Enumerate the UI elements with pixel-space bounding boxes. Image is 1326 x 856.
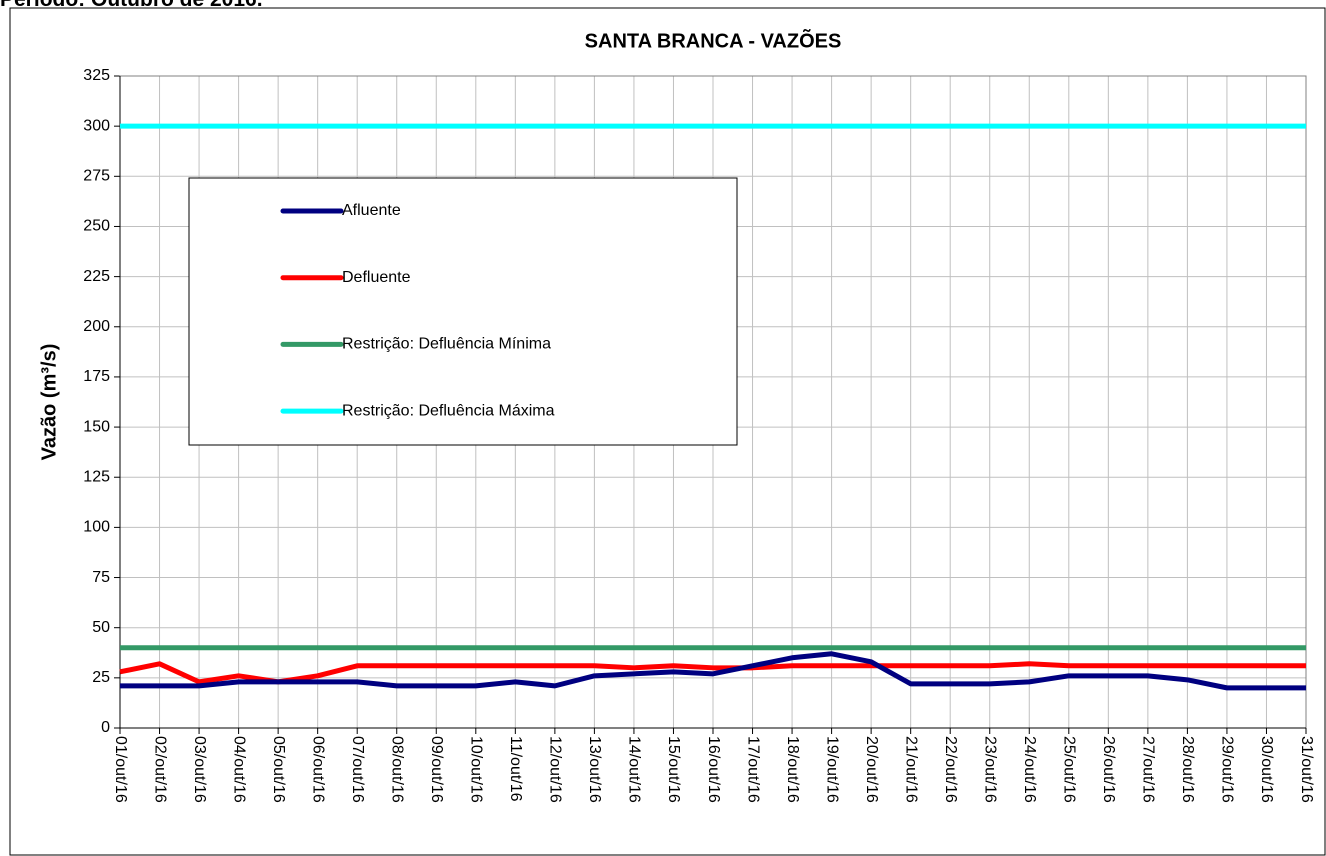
x-tick-label: 05/out/16: [270, 736, 287, 803]
x-tick-label: 06/out/16: [309, 736, 326, 803]
x-tick-label: 12/out/16: [547, 736, 564, 803]
y-tick-label: 300: [83, 117, 110, 134]
plot: [119, 123, 1306, 691]
y-tick-label: 50: [92, 619, 110, 636]
x-tick-label: 23/out/16: [981, 736, 998, 803]
x-tick-label: 10/out/16: [468, 736, 485, 803]
y-tick-label: 325: [83, 67, 110, 84]
x-tick-label: 31/out/16: [1298, 736, 1315, 803]
x-tick-label: 25/out/16: [1061, 736, 1078, 803]
y-axis-label: Vazão (m³/s): [38, 344, 60, 461]
x-tick-label: 16/out/16: [705, 736, 722, 803]
x-tick-label: 19/out/16: [823, 736, 840, 803]
x-tick-label: 13/out/16: [586, 736, 603, 803]
legend-label: Restrição: Defluência Mínima: [342, 336, 551, 353]
x-tick-label: 27/out/16: [1140, 736, 1157, 803]
legend-label: Defluente: [342, 269, 411, 286]
x-tick-label: 08/out/16: [388, 736, 405, 803]
legend: Afluente Defluente Restrição: Defluência M…: [188, 177, 738, 446]
y-tick-label: 225: [83, 268, 110, 285]
y-tick-label: 275: [83, 168, 110, 185]
y-tick-label: 0: [101, 719, 110, 736]
x-tick-label: 04/out/16: [230, 736, 247, 803]
x-tick-label: 14/out/16: [626, 736, 643, 803]
y-tick-label: 25: [92, 669, 110, 686]
x-tick-label: 28/out/16: [1179, 736, 1196, 803]
series-line: [120, 651, 1306, 691]
x-tick-label: 22/out/16: [942, 736, 959, 803]
y-tick-label: 75: [92, 569, 110, 586]
x-tick-label: 29/out/16: [1219, 736, 1236, 803]
chart-title: SANTA BRANCA - VAZÕES: [585, 28, 842, 52]
x-tick-label: 20/out/16: [863, 736, 880, 803]
x-tick-label: 18/out/16: [784, 736, 801, 803]
x-tick-label: 09/out/16: [428, 736, 445, 803]
legend-label: Afluente: [342, 202, 401, 219]
x-tick-label: 02/out/16: [151, 736, 168, 803]
y-tick-label: 175: [83, 368, 110, 385]
x-tick-label: 26/out/16: [1100, 736, 1117, 803]
legend-box: [188, 177, 738, 446]
x-tick-label: 15/out/16: [665, 736, 682, 803]
x-tick-label: 21/out/16: [902, 736, 919, 803]
x-tick-label: 03/out/16: [191, 736, 208, 803]
y-tick-label: 150: [83, 418, 110, 435]
y-tick-label: 250: [83, 218, 110, 235]
x-tick-label: 30/out/16: [1258, 736, 1275, 803]
y-tick-label: 200: [83, 318, 110, 335]
period-header: Período: Outubro de 2016.: [0, 0, 263, 11]
x-tick-label: 01/out/16: [112, 736, 129, 803]
x-tick-label: 17/out/16: [744, 736, 761, 803]
y-tick-label: 125: [83, 468, 110, 485]
x-tick-label: 07/out/16: [349, 736, 366, 803]
legend-label: Restrição: Defluência Máxima: [342, 402, 555, 419]
series-line: [119, 661, 1306, 685]
x-tick-label: 11/out/16: [507, 736, 524, 802]
y-tick-label: 100: [83, 519, 110, 536]
x-tick-label: 24/out/16: [1021, 736, 1038, 803]
